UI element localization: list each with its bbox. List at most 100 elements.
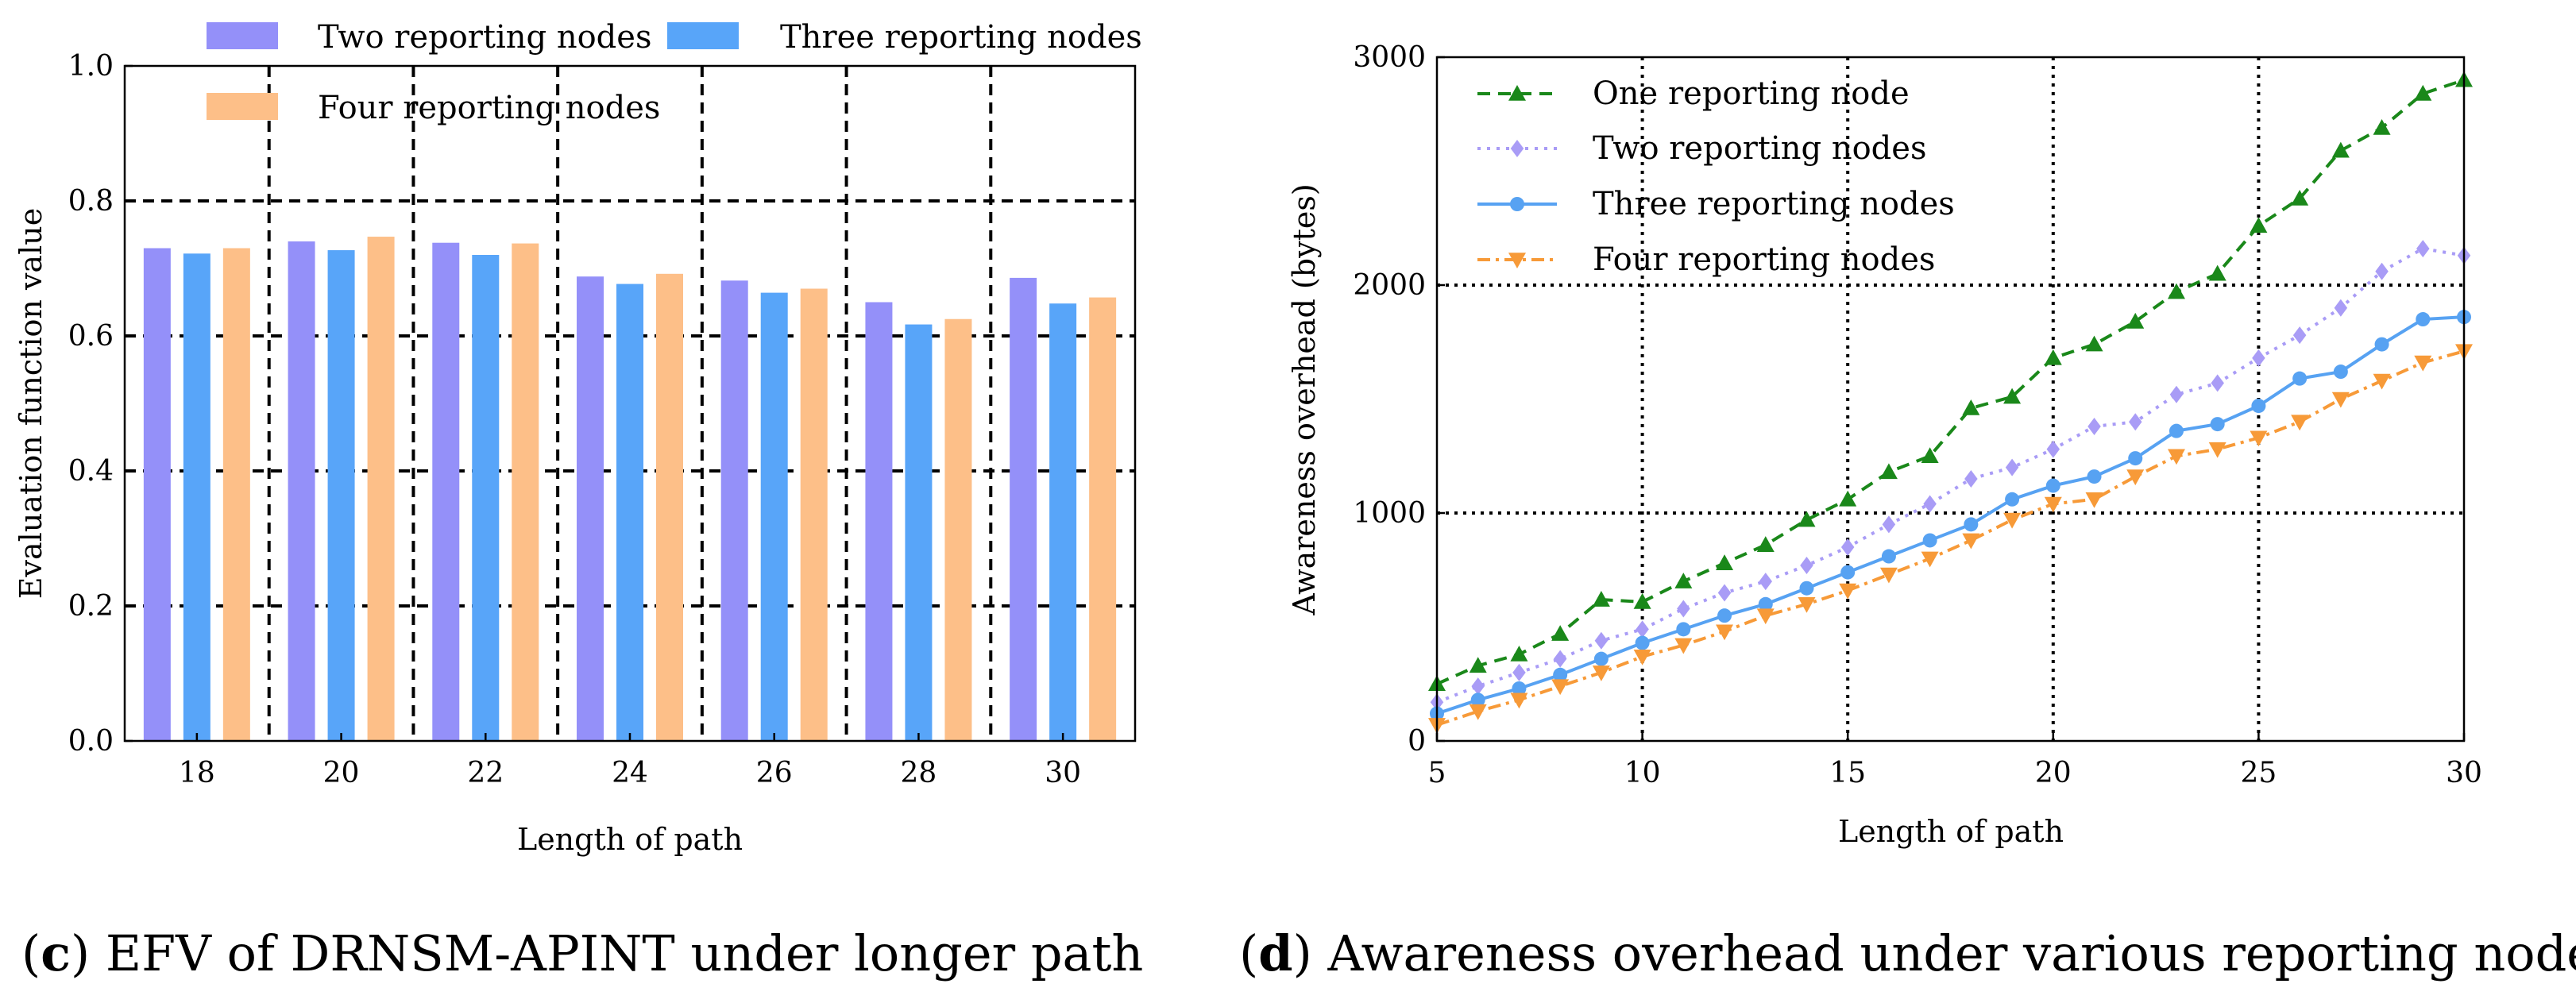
point-four-28	[2373, 373, 2391, 390]
bar-two-28	[865, 302, 893, 741]
bar-two-30	[1010, 277, 1037, 741]
x-tick-label: 28	[901, 757, 937, 789]
point-one-20	[2044, 349, 2062, 365]
y-tick-label: 0.2	[68, 590, 114, 623]
point-four-16	[1879, 567, 1898, 584]
legend-label-four: Four reporting nodes	[318, 90, 660, 126]
point-four-21	[2085, 492, 2103, 508]
point-four-23	[2167, 449, 2185, 465]
x-tick-label: 22	[467, 757, 504, 789]
point-four-25	[2250, 430, 2268, 447]
point-two-18	[1964, 469, 1978, 488]
y-tick-label: 0	[1408, 725, 1426, 758]
legend-marker-two	[1510, 140, 1524, 157]
point-two-11	[1677, 600, 1690, 618]
point-three-18	[1964, 517, 1979, 532]
point-one-18	[1962, 399, 1980, 415]
point-two-15	[1840, 538, 1855, 557]
bar-four-26	[800, 288, 828, 741]
point-two-19	[2005, 458, 2019, 476]
point-two-22	[2128, 413, 2142, 431]
point-four-22	[2126, 469, 2145, 486]
bar-chart-efv: 0.0 0.2 0.4 0.6 0.8 1.0 18 20 22 24 26 28 30 Evalua…	[14, 19, 1142, 857]
bar-four-18	[222, 248, 250, 741]
y-tick-label: 2000	[1353, 269, 1426, 302]
point-one-29	[2414, 84, 2432, 101]
y-tick-label: 0.8	[68, 185, 114, 218]
point-three-7	[1512, 681, 1527, 696]
point-two-20	[2046, 440, 2060, 458]
x-tick-label: 26	[756, 757, 793, 789]
point-three-15	[1840, 565, 1856, 580]
legend-marker-one	[1508, 85, 1526, 101]
point-one-24	[2208, 264, 2226, 281]
point-four-29	[2414, 355, 2432, 372]
point-one-17	[1921, 447, 1939, 464]
point-one-7	[1510, 645, 1528, 662]
line-chart-frame	[1435, 56, 2466, 743]
point-four-6	[1469, 704, 1487, 720]
y-tick-label: 1000	[1353, 497, 1426, 530]
point-two-12	[1717, 584, 1732, 602]
y-tick-label: 0.6	[68, 320, 114, 353]
point-three-8	[1553, 667, 1568, 682]
point-three-26	[2292, 371, 2308, 386]
point-one-6	[1469, 657, 1487, 673]
x-tick-label: 18	[179, 757, 215, 789]
bar-two-20	[288, 241, 315, 741]
bar-chart-bars	[143, 237, 1117, 742]
line-chart-legend: One reporting node Two reporting nodes T…	[1477, 75, 1955, 278]
line-chart-y-axis-label: Awareness overhead (bytes)	[1287, 183, 1322, 615]
point-two-6	[1471, 677, 1485, 696]
point-three-16	[1881, 549, 1896, 564]
caption-d-text: Awareness overhead under various reporti…	[1312, 924, 2576, 982]
caption-c-letter: c	[41, 924, 71, 982]
point-three-23	[2169, 423, 2184, 438]
point-one-26	[2291, 189, 2309, 206]
point-one-19	[2003, 388, 2022, 404]
point-three-10	[1635, 635, 1650, 650]
caption-d-letter: d	[1258, 924, 1292, 982]
bar-two-22	[432, 242, 460, 741]
point-four-20	[2044, 496, 2062, 513]
point-three-12	[1717, 608, 1732, 623]
point-three-17	[1922, 533, 1937, 548]
legend-label-two-line: Two reporting nodes	[1593, 130, 1927, 167]
point-three-21	[2087, 469, 2102, 484]
bar-three-28	[905, 324, 933, 741]
point-one-28	[2373, 118, 2391, 135]
point-three-22	[2128, 451, 2143, 466]
bar-chart-x-ticks: 18 20 22 24 26 28 30	[179, 733, 1081, 789]
point-two-7	[1512, 663, 1526, 681]
bar-three-24	[616, 284, 643, 741]
y-tick-label: 1.0	[68, 50, 114, 83]
series-line-two	[1436, 246, 2465, 704]
point-four-18	[1962, 533, 1980, 550]
point-three-11	[1676, 622, 1691, 637]
legend-marker-four	[1508, 253, 1526, 268]
point-one-23	[2167, 283, 2185, 299]
point-one-9	[1592, 591, 1610, 607]
x-tick-label: 30	[1045, 757, 1081, 789]
point-four-10	[1633, 650, 1651, 665]
x-tick-label: 24	[612, 757, 648, 789]
point-two-16	[1882, 515, 1896, 534]
line-chart-x-ticks: 5 10 15 20 25 30	[1428, 733, 2482, 789]
legend-swatch-two	[207, 22, 278, 49]
point-three-6	[1470, 692, 1485, 708]
point-one-25	[2250, 217, 2268, 233]
point-one-13	[1756, 536, 1775, 552]
legend-label-four-line: Four reporting nodes	[1593, 241, 1935, 278]
point-three-13	[1758, 596, 1773, 611]
point-one-15	[1839, 490, 1857, 507]
bar-three-18	[183, 253, 210, 741]
point-two-17	[1923, 495, 1937, 513]
bar-three-20	[327, 250, 355, 741]
bar-chart-legend: Two reporting nodes Three reporting node…	[207, 19, 1142, 126]
bar-chart-y-axis-label: Evaluation function value	[14, 208, 48, 599]
point-two-25	[2252, 349, 2265, 367]
point-one-10	[1633, 592, 1651, 609]
point-one-21	[2085, 335, 2103, 352]
point-three-28	[2374, 337, 2389, 352]
caption-d: (d) Awareness overhead under various rep…	[1239, 924, 2576, 982]
